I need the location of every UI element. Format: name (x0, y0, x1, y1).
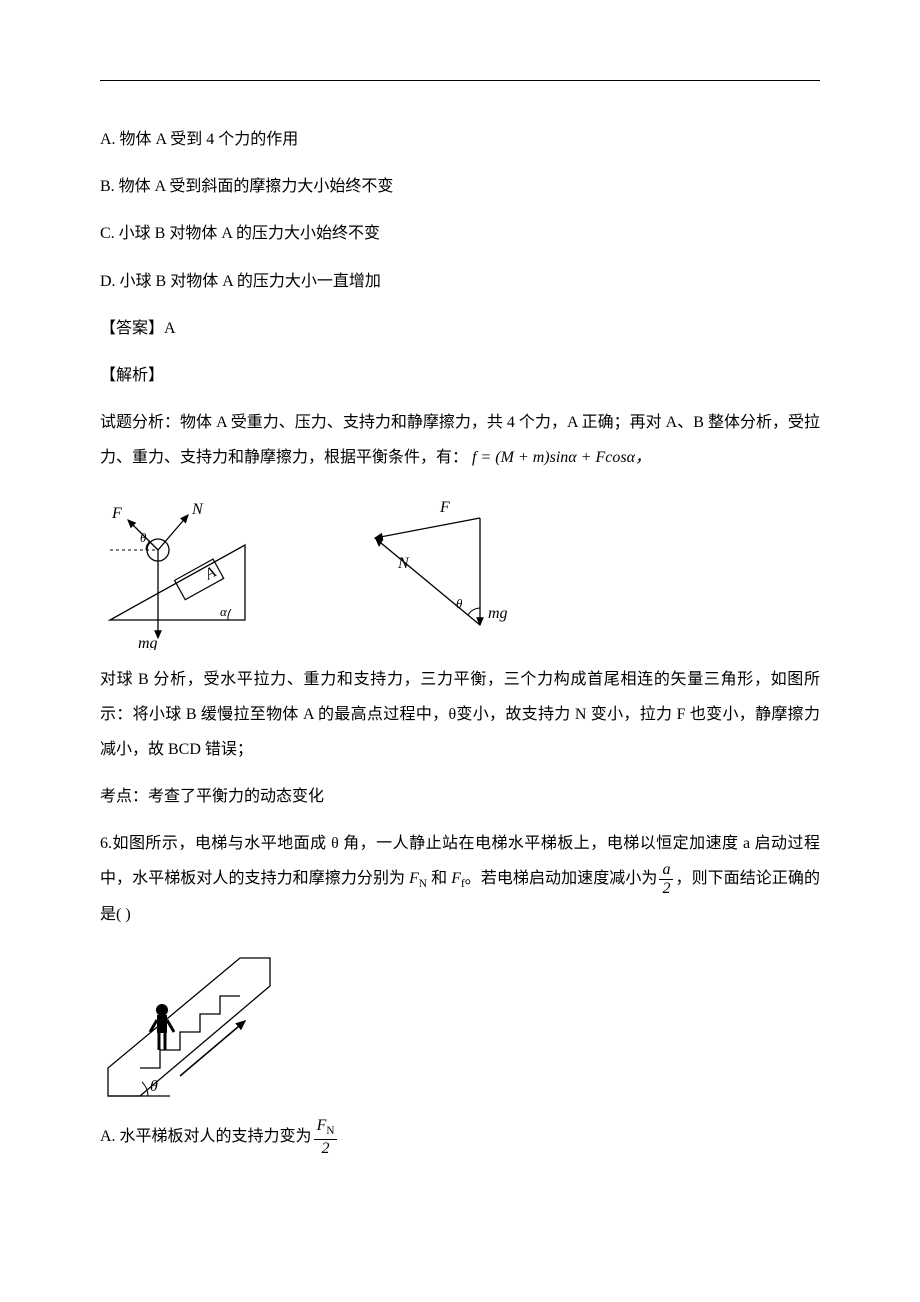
right-diagram: F mg N θ (375, 499, 508, 625)
label-theta-left: θ (140, 530, 147, 545)
analysis-p1-text: 试题分析：物体 A 受重力、压力、支持力和静摩擦力，共 4 个力，A 正确；再对… (100, 414, 820, 466)
answer: 【答案】A (100, 311, 820, 346)
page: A. 物体 A 受到 4 个力的作用 B. 物体 A 受到斜面的摩擦力大小始终不… (0, 0, 920, 1302)
analysis-p2: 对球 B 分析，受水平拉力、重力和支持力，三力平衡，三个力构成首尾相连的矢量三角… (100, 662, 820, 768)
escalator-diagram: θ (100, 946, 820, 1106)
q6-optA-prefix: A. 水平梯板对人的支持力变为 (100, 1128, 312, 1145)
label-mg-left: mg (138, 635, 158, 650)
label-N-left: N (191, 501, 204, 518)
top-rule (100, 80, 820, 81)
label-A: A (201, 563, 219, 583)
label-F-left: F (111, 505, 122, 522)
left-diagram: A F N mg θ α (110, 501, 245, 650)
label-N-right: N (397, 555, 410, 572)
option-b: B. 物体 A 受到斜面的摩擦力大小始终不变 (100, 169, 820, 204)
q6-fn: FN (409, 870, 427, 887)
label-mg-right: mg (488, 605, 508, 622)
q6-mid1: 和 (427, 870, 451, 887)
person-icon (150, 1004, 174, 1050)
analysis-p1-formula: f = (M + m)sinα + Fcosα， (472, 449, 651, 466)
analysis-heading: 【解析】 (100, 358, 820, 393)
analysis-p1: 试题分析：物体 A 受重力、压力、支持力和静摩擦力，共 4 个力，A 正确；再对… (100, 405, 820, 475)
label-theta-escalator: θ (150, 1078, 158, 1095)
label-theta-right: θ (456, 596, 463, 611)
label-alpha: α (220, 604, 228, 619)
q6-ff: Ff (451, 870, 465, 887)
q6-option-a: A. 水平梯板对人的支持力变为FN2 (100, 1118, 820, 1156)
q6-frac: a2 (659, 862, 673, 897)
option-d: D. 小球 B 对物体 A 的压力大小一直增加 (100, 264, 820, 299)
option-c: C. 小球 B 对物体 A 的压力大小始终不变 (100, 216, 820, 251)
label-F-right: F (439, 499, 450, 516)
force-diagrams: A F N mg θ α (100, 490, 820, 650)
q6-optA-frac: FN2 (314, 1118, 338, 1156)
option-a: A. 物体 A 受到 4 个力的作用 (100, 122, 820, 157)
test-point: 考点：考查了平衡力的动态变化 (100, 779, 820, 814)
q6-stem: 6.如图所示，电梯与水平地面成 θ 角，一人静止站在电梯水平梯板上，电梯以恒定加… (100, 826, 820, 932)
q6-mid2: 。若电梯启动加速度减小为 (465, 870, 658, 887)
